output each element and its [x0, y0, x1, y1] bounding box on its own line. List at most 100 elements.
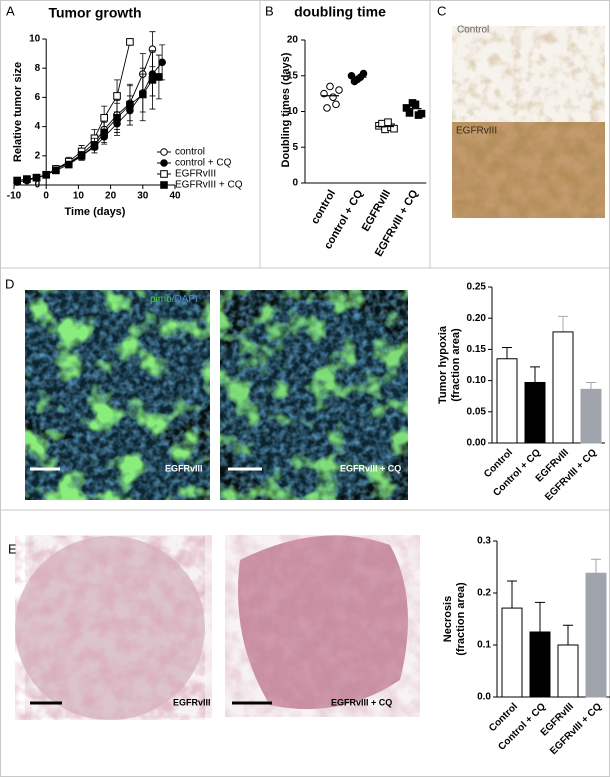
marker	[100, 114, 108, 122]
x-tick-label: EGFRvIII + CQ	[548, 701, 604, 757]
y-tick-label: 10	[29, 34, 41, 45]
marker	[390, 124, 398, 133]
error-bar	[535, 601, 545, 632]
y-tick-label: 0.20	[467, 313, 487, 324]
marker	[139, 90, 147, 99]
x-tick-label: -10	[7, 191, 22, 202]
x-tick-label: 20	[105, 191, 117, 202]
error-bar	[502, 347, 512, 359]
panel-label: C	[437, 3, 446, 18]
legend-marker	[160, 170, 168, 178]
image-label: EGFRvIII	[456, 126, 497, 137]
bar	[529, 631, 551, 698]
marker	[90, 141, 99, 150]
bar	[585, 572, 607, 698]
bar	[496, 358, 518, 444]
marker	[13, 176, 22, 185]
marker	[411, 100, 420, 109]
image-label: Control	[457, 25, 489, 36]
he-images: EGFRvIII EGFRvIII + CQ	[15, 535, 420, 720]
panel-label: A	[6, 3, 15, 18]
y-tick-label: 15	[287, 70, 299, 81]
bar	[552, 331, 574, 444]
error-bar	[558, 315, 568, 332]
bar	[580, 388, 602, 444]
legend-label: control	[175, 147, 205, 158]
bar	[524, 381, 546, 444]
y-tick-label: 0.25	[467, 282, 487, 293]
stain-label: pimo	[150, 294, 172, 305]
y-tick-label: 2	[35, 150, 41, 161]
bar	[501, 607, 523, 698]
marker	[155, 73, 163, 81]
marker	[158, 58, 166, 67]
marker	[332, 100, 340, 109]
marker	[126, 38, 134, 46]
y-tick-label: 20	[287, 35, 299, 46]
y-tick-label: 8	[35, 63, 41, 74]
bar	[557, 644, 579, 698]
legend-label: EGFRvIII + CQ	[175, 180, 243, 191]
legend-marker	[160, 181, 168, 189]
y-axis-label: Relative tumor size	[12, 62, 24, 162]
marker	[148, 76, 157, 84]
marker	[384, 118, 392, 127]
legend-label: control + CQ	[175, 158, 232, 169]
x-tick-label: 30	[137, 191, 149, 202]
marker	[323, 104, 331, 112]
marker	[329, 93, 337, 101]
marker	[42, 170, 51, 179]
panel-label: E	[8, 541, 17, 556]
y-tick-label: 0	[292, 178, 298, 189]
error-bar	[563, 624, 573, 645]
marker	[32, 173, 41, 182]
y-axis-label: (fraction area)	[450, 328, 462, 402]
error-bar	[586, 381, 596, 390]
y-tick-label: 0.15	[467, 344, 487, 355]
marker	[77, 152, 86, 160]
fluorescence-images: pimo/DAPI EGFRvIII EGFRvIII + CQ	[25, 290, 408, 500]
marker	[64, 160, 73, 169]
y-tick-label: 0.00	[467, 438, 487, 449]
marker	[113, 114, 121, 122]
error-bar	[530, 366, 540, 383]
y-tick-label: 4	[35, 121, 41, 132]
stain-label: /DAPI	[172, 294, 198, 305]
ihc-images: Control EGFRvIII	[452, 25, 605, 218]
y-tick-label: 0.3	[477, 536, 491, 547]
marker	[23, 175, 31, 183]
y-tick-label: 0.05	[467, 406, 487, 417]
marker	[405, 109, 414, 117]
legend-label: EGFRvIII	[175, 169, 216, 180]
panel-label: B	[265, 3, 274, 18]
error-bar	[591, 558, 601, 574]
image-label: EGFRvIII + CQ	[340, 463, 401, 473]
x-axis-label: Time (days)	[65, 206, 126, 218]
marker	[417, 109, 426, 118]
y-tick-label: 0.0	[477, 692, 491, 703]
marker	[335, 86, 343, 94]
chart-title: Tumor growth	[48, 5, 141, 21]
image-label: EGFRvIII	[173, 697, 211, 707]
x-tick-label: 10	[73, 191, 85, 202]
marker	[326, 82, 334, 91]
x-tick-label: control	[309, 188, 338, 226]
y-tick-label: 0.1	[477, 640, 491, 651]
y-axis-label: Tumor hypoxia	[437, 325, 449, 404]
y-tick-label: 5	[292, 142, 298, 153]
marker	[350, 77, 359, 86]
x-tick-label: 40	[169, 191, 181, 202]
y-tick-label: 0.10	[467, 375, 487, 386]
error-bar	[507, 580, 517, 609]
y-tick-label: 0.2	[477, 588, 491, 599]
y-tick-label: 10	[287, 106, 299, 117]
chart-title: doubling time	[294, 4, 386, 20]
marker	[52, 166, 60, 175]
image-label: EGFRvIII	[165, 463, 203, 473]
stain-label: pimo/DAPI	[150, 294, 198, 305]
marker	[113, 92, 121, 100]
legend-marker	[160, 159, 168, 167]
image-label: EGFRvIII + CQ	[331, 697, 392, 707]
marker	[126, 100, 134, 109]
